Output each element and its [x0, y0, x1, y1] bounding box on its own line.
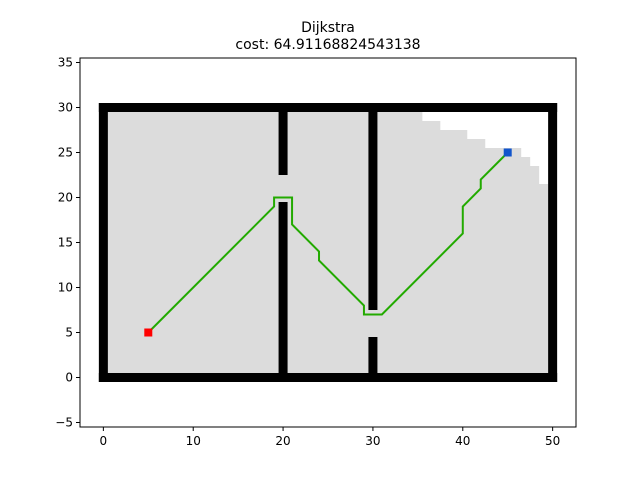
y-tick-label: 0 — [65, 371, 73, 385]
x-tick-label: 40 — [455, 434, 470, 448]
y-tick-label: 10 — [58, 281, 73, 295]
y-tick-label: 25 — [58, 146, 73, 160]
x-tick-label: 0 — [100, 434, 108, 448]
unvisited-region — [521, 148, 549, 157]
goal-marker — [503, 148, 512, 157]
chart-subtitle: cost: 64.91168824543138 — [235, 37, 420, 53]
x-tick-label: 10 — [186, 434, 201, 448]
unvisited-region — [485, 139, 549, 148]
path-line — [147, 151, 509, 334]
unvisited-region — [467, 130, 549, 139]
chart-title: Dijkstra — [301, 20, 355, 36]
y-tick-label: 30 — [58, 101, 73, 115]
y-tick-label: 20 — [58, 191, 73, 205]
y-tick-label: 5 — [65, 326, 73, 340]
unvisited-region — [440, 121, 549, 130]
x-tick-label: 50 — [545, 434, 560, 448]
x-tick-label: 30 — [365, 434, 380, 448]
y-tick-label: 35 — [58, 56, 73, 70]
x-tick-label: 20 — [275, 434, 290, 448]
unvisited-region — [530, 157, 549, 166]
start-marker — [144, 328, 153, 337]
y-tick-label: −5 — [55, 416, 73, 430]
visited-region — [103, 107, 553, 378]
y-tick-label: 15 — [58, 236, 73, 250]
unvisited-region — [539, 166, 549, 184]
